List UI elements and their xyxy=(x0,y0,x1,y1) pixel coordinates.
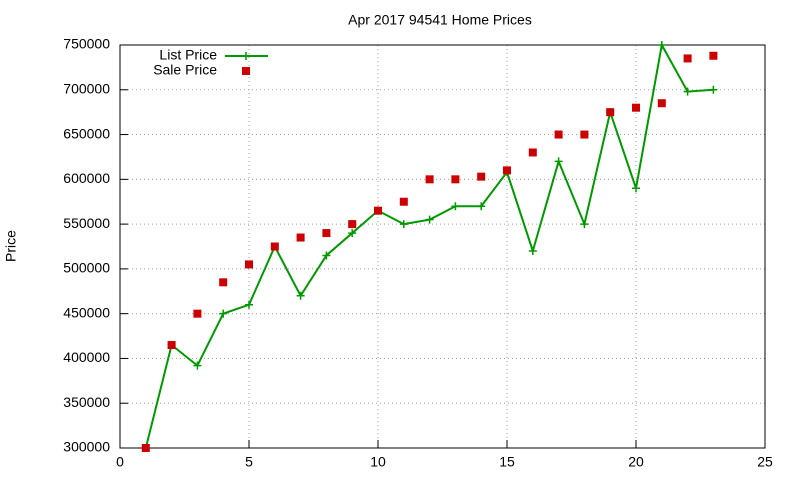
data-point xyxy=(451,202,460,211)
y-tick-label: 750000 xyxy=(63,36,110,52)
data-point xyxy=(709,85,718,94)
series-line xyxy=(144,42,714,449)
x-tick-label: 5 xyxy=(245,454,253,470)
data-point xyxy=(322,251,331,260)
y-tick-label: 500000 xyxy=(63,260,110,276)
data-point xyxy=(580,130,589,139)
y-tick-label: 300000 xyxy=(63,439,110,455)
x-tick-label: 20 xyxy=(628,454,644,470)
data-point xyxy=(657,99,666,108)
data-point xyxy=(399,197,408,206)
data-point xyxy=(657,41,666,49)
data-point xyxy=(245,260,253,269)
data-point xyxy=(503,166,511,175)
data-point xyxy=(477,202,486,211)
y-tick-label: 700000 xyxy=(63,80,110,96)
y-tick-label: 450000 xyxy=(63,304,110,320)
y-tick-label: 350000 xyxy=(63,394,110,410)
data-point xyxy=(348,229,357,238)
data-point xyxy=(554,130,563,139)
x-tick-label: 0 xyxy=(116,454,124,470)
data-point xyxy=(193,361,202,370)
data-point xyxy=(477,172,486,181)
y-tick-label: 400000 xyxy=(63,349,110,365)
data-point xyxy=(451,175,460,184)
data-point xyxy=(632,103,640,112)
data-point xyxy=(219,309,228,318)
y-tick-label: 600000 xyxy=(63,170,110,186)
data-point xyxy=(425,175,434,184)
data-point xyxy=(141,444,150,452)
legend-label: List Price xyxy=(159,47,217,63)
legend-label: Sale Price xyxy=(153,62,217,78)
x-tick-label: 10 xyxy=(370,454,386,470)
chart-title: Apr 2017 94541 Home Prices xyxy=(348,12,532,28)
data-point xyxy=(632,184,640,193)
data-point xyxy=(683,87,692,96)
data-point xyxy=(270,242,279,251)
data-point xyxy=(374,206,382,215)
legend-marker xyxy=(242,67,250,75)
data-point xyxy=(425,215,434,224)
data-point xyxy=(528,148,537,157)
y-axis-label: Price xyxy=(3,230,19,262)
legend-marker xyxy=(242,52,250,60)
plot-border xyxy=(119,44,766,449)
data-point xyxy=(322,229,331,238)
x-tick-label: 25 xyxy=(757,454,773,470)
data-point xyxy=(709,51,718,60)
data-point xyxy=(606,108,615,117)
data-point xyxy=(296,233,305,242)
data-point xyxy=(193,309,202,318)
data-point xyxy=(348,220,357,229)
data-point xyxy=(245,300,253,309)
y-tick-label: 650000 xyxy=(63,125,110,141)
data-point xyxy=(554,157,563,166)
y-tick-label: 550000 xyxy=(63,215,110,231)
x-tick-label: 15 xyxy=(499,454,515,470)
data-point xyxy=(399,220,408,229)
data-point xyxy=(167,341,176,350)
data-point xyxy=(580,220,589,229)
data-point xyxy=(219,278,228,287)
data-point xyxy=(683,54,692,63)
data-point xyxy=(528,246,537,255)
data-point xyxy=(296,291,305,300)
